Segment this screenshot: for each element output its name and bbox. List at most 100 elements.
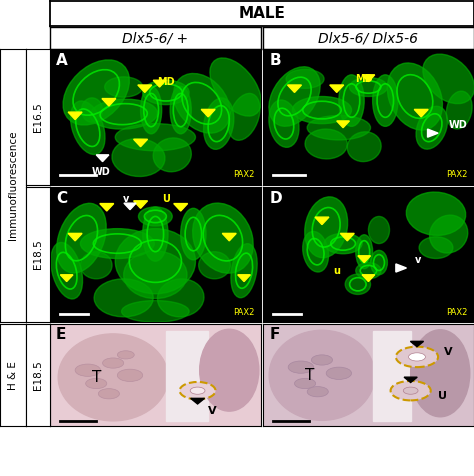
- Circle shape: [396, 347, 438, 367]
- Circle shape: [86, 378, 107, 388]
- Ellipse shape: [210, 58, 261, 116]
- Text: MALE: MALE: [238, 6, 285, 21]
- Circle shape: [403, 387, 418, 394]
- Circle shape: [190, 387, 205, 394]
- Ellipse shape: [406, 192, 465, 235]
- Polygon shape: [174, 204, 188, 211]
- Ellipse shape: [199, 252, 230, 279]
- Circle shape: [102, 358, 124, 368]
- Ellipse shape: [94, 279, 153, 317]
- Text: PAX2: PAX2: [233, 308, 255, 317]
- Text: PAX2: PAX2: [233, 170, 255, 179]
- Polygon shape: [237, 275, 250, 282]
- Ellipse shape: [105, 77, 143, 97]
- Ellipse shape: [115, 124, 195, 151]
- Polygon shape: [288, 85, 301, 92]
- Text: U: U: [438, 391, 447, 401]
- Ellipse shape: [58, 334, 168, 421]
- Text: PAX2: PAX2: [447, 308, 468, 317]
- Ellipse shape: [121, 300, 189, 322]
- Ellipse shape: [269, 67, 320, 126]
- Ellipse shape: [138, 207, 172, 226]
- Circle shape: [311, 355, 333, 365]
- Text: Dlx5-6/ Dlx5-6: Dlx5-6/ Dlx5-6: [319, 31, 419, 45]
- Ellipse shape: [143, 207, 168, 261]
- Ellipse shape: [349, 78, 387, 97]
- Ellipse shape: [324, 233, 362, 254]
- Polygon shape: [124, 203, 136, 209]
- Circle shape: [326, 367, 352, 379]
- Text: E: E: [56, 327, 66, 342]
- Ellipse shape: [303, 231, 328, 272]
- Ellipse shape: [203, 98, 234, 149]
- Ellipse shape: [57, 203, 106, 273]
- Circle shape: [118, 369, 143, 381]
- Text: E18.5: E18.5: [33, 360, 43, 390]
- Ellipse shape: [51, 242, 82, 299]
- Ellipse shape: [181, 208, 206, 260]
- Text: Dlx5-6/ +: Dlx5-6/ +: [122, 31, 189, 45]
- Ellipse shape: [347, 132, 381, 161]
- FancyBboxPatch shape: [166, 331, 208, 421]
- Ellipse shape: [228, 93, 260, 140]
- Ellipse shape: [305, 129, 347, 159]
- Ellipse shape: [124, 251, 187, 298]
- Polygon shape: [404, 377, 417, 383]
- Ellipse shape: [141, 86, 162, 134]
- Ellipse shape: [429, 215, 468, 253]
- Ellipse shape: [371, 250, 387, 275]
- Text: E18.5: E18.5: [33, 239, 43, 269]
- Ellipse shape: [143, 80, 189, 105]
- Text: PAX2: PAX2: [447, 170, 468, 179]
- Polygon shape: [315, 217, 329, 225]
- Ellipse shape: [112, 139, 165, 177]
- Polygon shape: [362, 275, 375, 282]
- Text: F: F: [269, 327, 280, 342]
- Circle shape: [288, 361, 313, 373]
- Text: MD: MD: [157, 77, 175, 87]
- Polygon shape: [201, 109, 215, 117]
- Text: v: v: [415, 255, 421, 265]
- Circle shape: [118, 351, 134, 359]
- Polygon shape: [138, 85, 152, 92]
- Polygon shape: [410, 341, 424, 347]
- Ellipse shape: [81, 228, 155, 258]
- Ellipse shape: [153, 138, 191, 172]
- Circle shape: [98, 388, 119, 399]
- Ellipse shape: [339, 75, 364, 126]
- Ellipse shape: [368, 217, 390, 244]
- Ellipse shape: [170, 86, 191, 134]
- Ellipse shape: [387, 63, 442, 130]
- Ellipse shape: [115, 228, 195, 294]
- Text: D: D: [269, 191, 282, 206]
- Ellipse shape: [345, 274, 371, 295]
- Circle shape: [75, 364, 100, 377]
- Circle shape: [391, 381, 431, 400]
- Ellipse shape: [90, 99, 157, 129]
- Polygon shape: [337, 121, 349, 128]
- Ellipse shape: [81, 252, 112, 279]
- Text: WD: WD: [449, 120, 467, 130]
- Ellipse shape: [200, 329, 259, 411]
- Text: v: v: [123, 194, 129, 204]
- Ellipse shape: [373, 75, 398, 126]
- Ellipse shape: [423, 54, 474, 104]
- Text: H & E: H & E: [8, 361, 18, 390]
- Text: Immunofluorescence: Immunofluorescence: [8, 131, 18, 240]
- Ellipse shape: [269, 100, 299, 147]
- Text: T: T: [91, 370, 101, 385]
- Text: T: T: [305, 368, 314, 383]
- Ellipse shape: [71, 101, 105, 155]
- Circle shape: [307, 387, 328, 397]
- Ellipse shape: [231, 244, 257, 298]
- Polygon shape: [96, 155, 109, 162]
- Circle shape: [180, 382, 216, 399]
- Ellipse shape: [63, 60, 129, 125]
- Text: WD: WD: [92, 167, 111, 177]
- Text: A: A: [56, 53, 68, 68]
- Text: u: u: [333, 266, 340, 276]
- Polygon shape: [358, 256, 371, 263]
- Text: V: V: [445, 347, 453, 357]
- Ellipse shape: [307, 116, 371, 140]
- Polygon shape: [330, 85, 344, 92]
